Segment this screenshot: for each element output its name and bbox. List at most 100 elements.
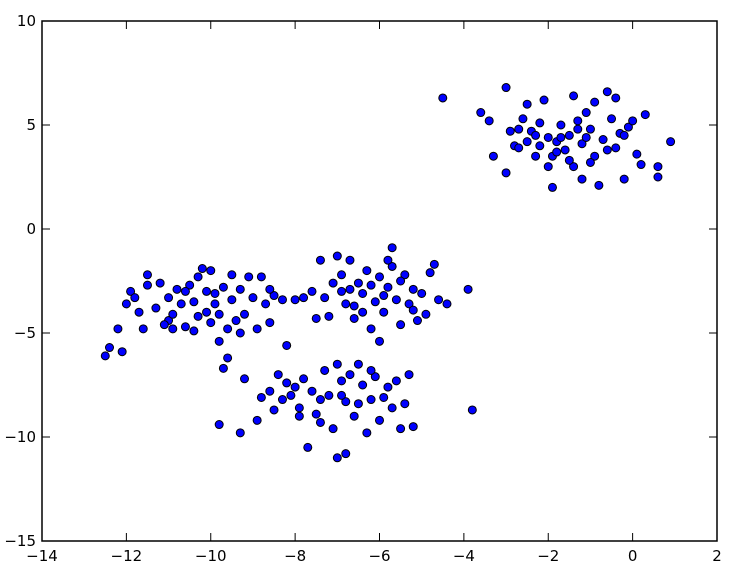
data-point — [353, 278, 363, 288]
data-point — [126, 286, 136, 296]
data-point — [202, 307, 212, 317]
x-tick-label: −12 — [111, 547, 143, 565]
data-point — [611, 143, 621, 153]
data-point — [547, 182, 557, 192]
data-point — [349, 313, 359, 323]
data-point — [218, 363, 228, 373]
data-point — [202, 286, 212, 296]
data-point — [408, 305, 418, 315]
data-point — [265, 386, 275, 396]
data-point — [332, 359, 342, 369]
data-point — [522, 137, 532, 147]
data-point — [362, 428, 372, 438]
data-point — [556, 120, 566, 130]
data-point — [332, 251, 342, 261]
data-point — [235, 284, 245, 294]
data-point — [206, 266, 216, 276]
data-point — [299, 293, 309, 303]
data-point — [581, 132, 591, 142]
x-tick-label: −10 — [195, 547, 227, 565]
data-point — [341, 397, 351, 407]
data-point — [514, 143, 524, 153]
data-point — [277, 395, 287, 405]
data-point — [214, 336, 224, 346]
data-point — [404, 370, 414, 380]
data-point — [294, 403, 304, 413]
data-point — [320, 293, 330, 303]
data-point — [223, 353, 233, 363]
data-point — [417, 288, 427, 298]
data-point — [240, 374, 249, 384]
data-point — [214, 420, 224, 430]
data-point — [206, 318, 216, 328]
data-point — [476, 108, 486, 118]
data-point — [172, 284, 182, 294]
data-point — [552, 147, 562, 157]
x-tick-label: 0 — [628, 547, 638, 565]
data-point — [602, 145, 612, 155]
data-point — [535, 118, 545, 128]
data-point — [467, 405, 477, 415]
data-point — [484, 116, 494, 126]
data-point — [311, 313, 321, 323]
data-point — [341, 449, 351, 459]
data-point — [425, 268, 435, 278]
data-point — [628, 116, 638, 126]
data-point — [324, 390, 334, 400]
data-point — [315, 395, 325, 405]
data-point — [290, 295, 300, 305]
data-point — [602, 87, 612, 97]
data-point — [636, 160, 646, 170]
data-point — [252, 415, 262, 425]
data-point — [193, 272, 203, 282]
data-point — [623, 122, 633, 132]
data-point — [387, 243, 397, 253]
data-point — [383, 282, 393, 292]
data-point — [130, 293, 140, 303]
data-point — [391, 376, 401, 386]
data-point — [594, 180, 604, 190]
data-point — [640, 110, 650, 120]
data-point — [240, 309, 249, 319]
data-point — [265, 284, 275, 294]
data-point — [299, 374, 309, 384]
data-point — [408, 422, 418, 432]
data-point — [189, 326, 199, 336]
data-point — [653, 172, 663, 182]
data-point — [569, 162, 579, 172]
data-point — [320, 365, 330, 375]
data-point — [244, 272, 254, 282]
data-point — [261, 299, 271, 309]
data-point — [366, 365, 376, 375]
data-point — [337, 390, 347, 400]
data-point — [168, 324, 178, 334]
data-point — [337, 286, 347, 296]
data-point — [505, 126, 515, 136]
x-axis: −14 −12 −10 −8 −6 −4 −2 0 2 — [26, 21, 722, 565]
data-point — [100, 351, 110, 361]
points-layer — [100, 83, 676, 463]
data-point — [611, 93, 621, 103]
data-point — [666, 137, 676, 147]
data-point — [168, 309, 178, 319]
data-point — [404, 299, 414, 309]
data-point — [543, 162, 553, 172]
data-point — [421, 309, 431, 319]
data-point — [573, 116, 583, 126]
data-point — [396, 276, 406, 286]
data-point — [286, 390, 296, 400]
y-tick-label: −10 — [4, 428, 36, 446]
data-point — [227, 270, 237, 280]
data-point — [265, 318, 275, 328]
data-point — [539, 95, 549, 105]
data-point — [345, 284, 355, 294]
data-point — [379, 392, 389, 402]
data-point — [223, 324, 233, 334]
x-tick-label: −14 — [26, 547, 58, 565]
data-point — [353, 359, 363, 369]
data-point — [412, 316, 422, 326]
data-point — [400, 399, 410, 409]
data-point — [332, 453, 342, 463]
x-tick-label: −4 — [453, 547, 475, 565]
data-point — [210, 299, 220, 309]
